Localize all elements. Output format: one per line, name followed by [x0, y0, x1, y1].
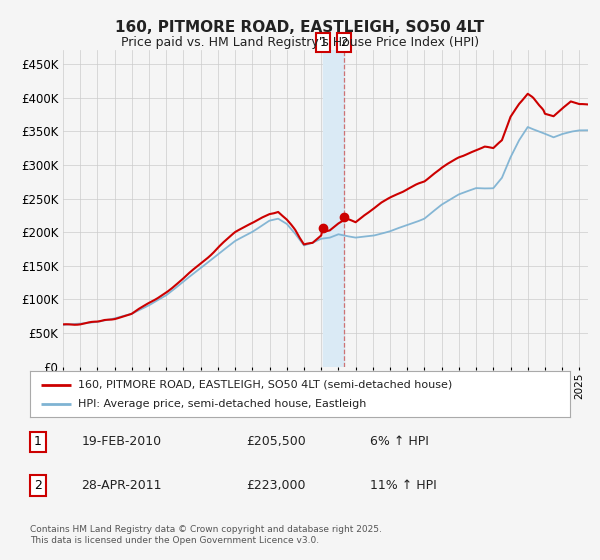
- Text: 160, PITMORE ROAD, EASTLEIGH, SO50 4LT (semi-detached house): 160, PITMORE ROAD, EASTLEIGH, SO50 4LT (…: [77, 380, 452, 390]
- Bar: [323, 50, 344, 367]
- Text: HPI: Average price, semi-detached house, Eastleigh: HPI: Average price, semi-detached house,…: [77, 399, 366, 409]
- Text: 2: 2: [340, 36, 347, 49]
- Text: 11% ↑ HPI: 11% ↑ HPI: [370, 479, 437, 492]
- Text: 1: 1: [320, 36, 327, 49]
- Text: Contains HM Land Registry data © Crown copyright and database right 2025.
This d: Contains HM Land Registry data © Crown c…: [30, 525, 382, 545]
- Text: 1: 1: [34, 435, 42, 449]
- Text: 28-APR-2011: 28-APR-2011: [82, 479, 162, 492]
- Text: £223,000: £223,000: [246, 479, 305, 492]
- Text: 19-FEB-2010: 19-FEB-2010: [82, 435, 161, 449]
- Text: Price paid vs. HM Land Registry's House Price Index (HPI): Price paid vs. HM Land Registry's House …: [121, 36, 479, 49]
- Text: 160, PITMORE ROAD, EASTLEIGH, SO50 4LT: 160, PITMORE ROAD, EASTLEIGH, SO50 4LT: [115, 20, 485, 35]
- Text: 2: 2: [34, 479, 42, 492]
- Text: 6% ↑ HPI: 6% ↑ HPI: [370, 435, 429, 449]
- Text: £205,500: £205,500: [246, 435, 306, 449]
